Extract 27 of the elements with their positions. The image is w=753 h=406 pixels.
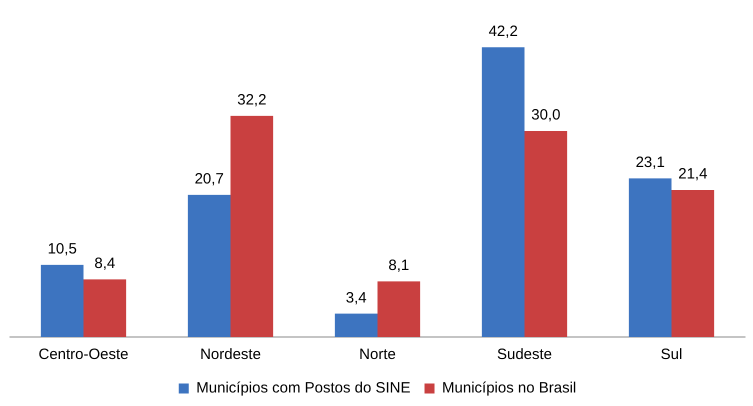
bar — [40, 264, 84, 337]
data-label: 10,5 — [48, 240, 77, 258]
bar — [672, 190, 714, 337]
data-label: 20,7 — [194, 170, 224, 188]
data-label: 30,0 — [531, 106, 560, 124]
bar — [230, 116, 274, 337]
bar — [482, 47, 524, 337]
x-tick-label: Sul — [660, 346, 682, 364]
data-label: 23,1 — [636, 154, 665, 172]
legend-label: Municípios no Brasil — [442, 380, 576, 397]
bar — [524, 131, 568, 337]
x-tick-label: Nordeste — [200, 346, 261, 364]
x-tick-label: Sudeste — [496, 346, 552, 364]
data-label: 8,4 — [94, 254, 116, 272]
bar — [334, 314, 378, 337]
data-label: 42,2 — [488, 22, 518, 40]
data-label: 21,4 — [678, 166, 708, 183]
data-label: 3,4 — [346, 289, 367, 306]
bar — [628, 178, 672, 337]
bar — [378, 281, 420, 337]
bar — [188, 194, 230, 337]
data-label: 32,2 — [237, 92, 266, 109]
data-label: 8,1 — [388, 257, 410, 274]
legend-label: Municípios com Postos do SINE — [196, 380, 411, 397]
x-tick-label: Norte — [359, 346, 396, 364]
x-tick-label: Centro-Oeste — [38, 346, 129, 364]
bar — [84, 279, 126, 337]
